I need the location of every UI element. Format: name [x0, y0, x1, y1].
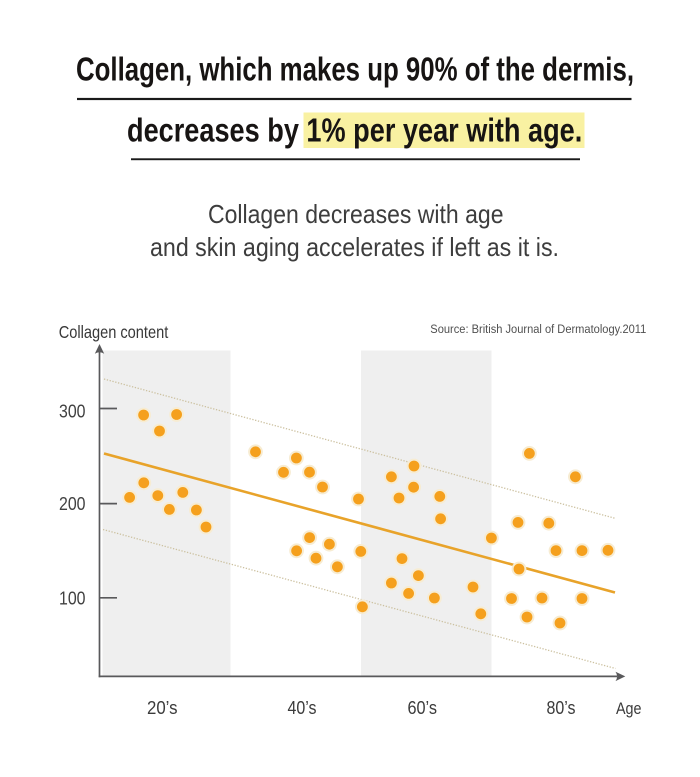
svg-text:40’s: 40’s [288, 697, 317, 718]
svg-text:20’s: 20’s [147, 697, 178, 718]
svg-text:300: 300 [59, 401, 86, 421]
svg-text:80’s: 80’s [547, 697, 576, 718]
svg-text:200: 200 [59, 494, 86, 514]
svg-text:and skin aging accelerates if: and skin aging accelerates if left as it… [150, 234, 559, 262]
svg-text:Source: British Journal of Der: Source: British Journal of Dermatology.2… [430, 322, 646, 336]
svg-text:Collagen content: Collagen content [59, 322, 169, 342]
svg-text:Age: Age [616, 699, 642, 718]
svg-text:60’s: 60’s [408, 697, 438, 718]
svg-text:100: 100 [59, 589, 86, 609]
svg-text:Collagen decreases with age: Collagen decreases with age [208, 201, 504, 229]
svg-text:decreases by 1% per year with: decreases by 1% per year with age. [127, 113, 582, 150]
svg-text:Collagen, which makes up 90% o: Collagen, which makes up 90% of the derm… [76, 52, 634, 89]
